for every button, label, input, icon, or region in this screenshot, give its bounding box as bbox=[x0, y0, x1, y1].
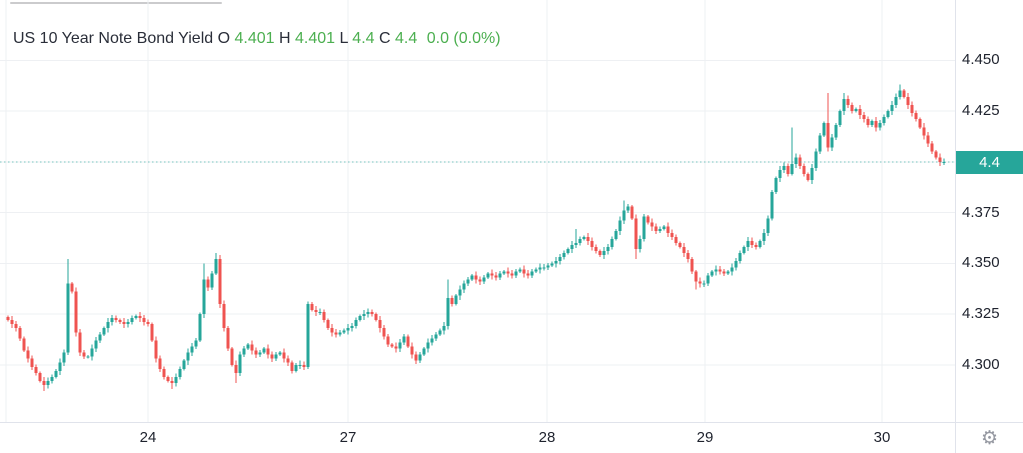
open-label: O bbox=[217, 30, 231, 47]
price-axis[interactable]: 4.4 4.450 4.425 4.375 4.350 4.325 4.300 bbox=[956, 0, 1023, 422]
price-axis-border bbox=[955, 0, 956, 453]
open-value: 4.401 bbox=[234, 30, 275, 47]
settings-gear-button[interactable]: ⚙ bbox=[980, 426, 999, 449]
last-price-badge: 4.4 bbox=[956, 150, 1023, 174]
time-axis-label: 28 bbox=[538, 429, 556, 446]
axis-corner: ⚙ bbox=[956, 423, 1023, 453]
price-axis-label: 4.350 bbox=[962, 254, 1000, 272]
low-value: 4.4 bbox=[352, 30, 375, 47]
change-value: 0.0 (0.0%) bbox=[426, 30, 501, 47]
time-axis[interactable]: 24 27 28 29 30 bbox=[0, 423, 1023, 453]
close-label: C bbox=[379, 30, 391, 47]
price-axis-label: 4.375 bbox=[962, 203, 1000, 221]
low-label: L bbox=[339, 30, 348, 47]
price-chart-canvas[interactable] bbox=[0, 0, 955, 422]
time-axis-label: 27 bbox=[339, 429, 357, 446]
symbol-title[interactable]: US 10 Year Note Bond Yield bbox=[13, 30, 214, 47]
gear-icon: ⚙ bbox=[980, 426, 999, 449]
price-axis-label: 4.325 bbox=[962, 305, 1000, 322]
time-axis-label: 24 bbox=[139, 429, 157, 446]
price-axis-label: 4.425 bbox=[962, 102, 1000, 120]
time-axis-label: 29 bbox=[696, 429, 714, 446]
close-value: 4.4 bbox=[395, 30, 418, 47]
candles-layer bbox=[6, 84, 946, 392]
top-partial-divider bbox=[10, 2, 222, 4]
price-axis-label: 4.300 bbox=[962, 355, 1000, 373]
high-label: H bbox=[279, 30, 291, 47]
grid-layer bbox=[0, 0, 955, 422]
price-axis-label: 4.450 bbox=[962, 51, 1000, 69]
time-axis-border bbox=[0, 422, 1023, 423]
high-value: 4.401 bbox=[295, 30, 336, 47]
time-axis-label: 30 bbox=[873, 429, 891, 446]
legend: US 10 Year Note Bond Yield O 4.401 H 4.4… bbox=[13, 30, 501, 48]
